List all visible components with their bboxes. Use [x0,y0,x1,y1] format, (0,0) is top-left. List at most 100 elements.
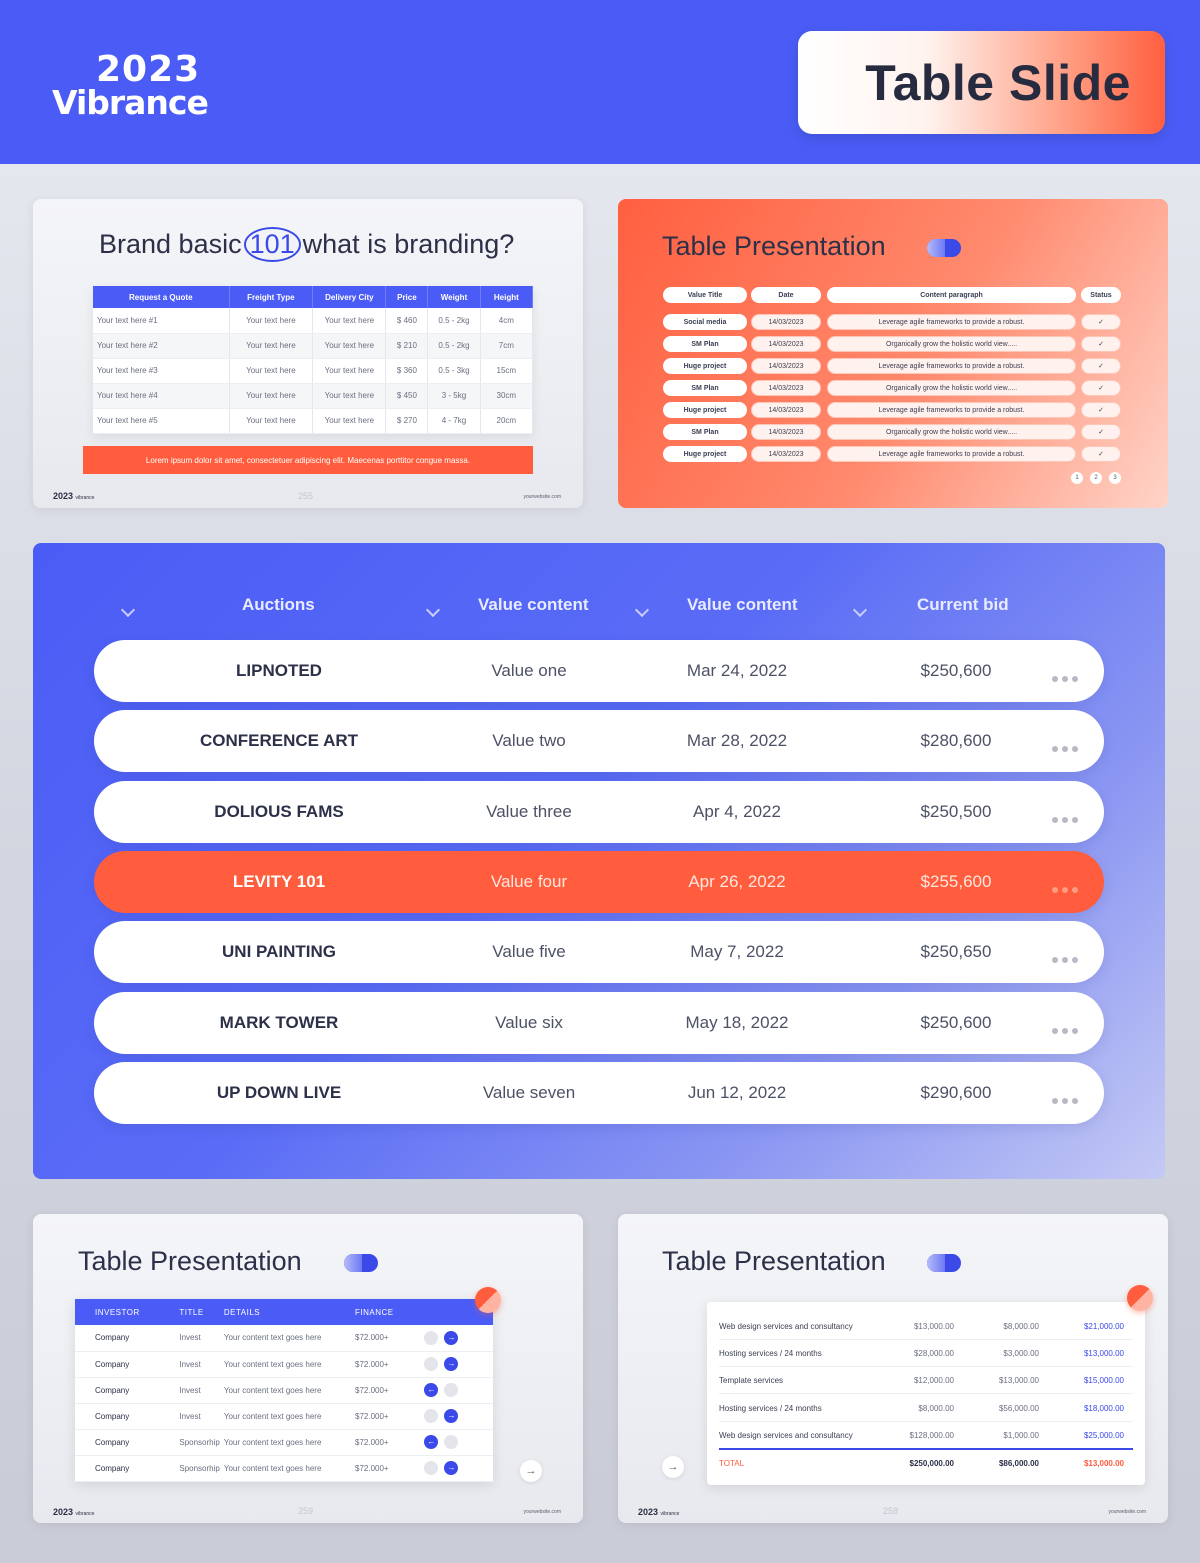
more-options-icon[interactable] [1052,880,1082,893]
auction-name: DOLIOUS FAMS [214,801,344,821]
table-cell: $ 210 [385,333,429,359]
column-header-value-content-2[interactable]: Value content [687,595,798,614]
page-button-3[interactable]: 3 [1109,472,1121,484]
more-options-icon[interactable] [1052,1021,1082,1034]
arrow-left-icon[interactable] [424,1461,439,1475]
auction-value: Value two [492,731,566,751]
website-url[interactable]: yourwebsite.com [523,1509,561,1515]
column-header-auctions[interactable]: Auctions [242,595,315,614]
footer-logo-name: vibrance [660,1511,680,1517]
table-row: Company Invest Your content text goes here… [75,1351,493,1378]
toggle-icon[interactable] [344,1254,378,1272]
status-check: ✓ [1081,446,1121,462]
chevron-down-icon[interactable] [634,602,650,618]
arrow-left-icon[interactable]: ← [424,1435,439,1449]
website-url[interactable]: yourwebsite.com [1108,1509,1146,1515]
service-name: Template services [719,1376,784,1386]
chevron-down-icon[interactable] [852,602,868,618]
row-actions: → [410,1403,493,1430]
arrow-right-icon[interactable] [444,1435,459,1449]
auction-bid: $290,600 [920,1082,992,1102]
auction-date: May 7, 2022 [690,942,784,962]
auction-name: LEVITY 101 [232,871,326,891]
footer-logo-year: 2023 [638,1507,659,1517]
arrow-right-icon[interactable]: → [444,1330,459,1345]
page-number: 255 [298,491,314,501]
table-cell: 14/03/2023 [751,380,821,396]
more-options-icon[interactable] [1052,810,1082,823]
more-options-icon[interactable] [1052,739,1082,753]
column-header-current-bid[interactable]: Current bid [917,595,1009,614]
auction-row[interactable]: LIPNOTED Value one Mar 24, 2022 $250,600 [94,640,1104,702]
website-url[interactable]: yourwebsite.com [523,494,561,500]
footer-banner: Lorem ipsum dolor sit amet, consectetuer… [83,446,533,474]
auction-date: May 18, 2022 [685,1012,789,1032]
chevron-down-icon[interactable] [120,602,136,618]
slide-thumbnail-brand-basic[interactable]: Brand basic 101 what is branding? Request … [33,199,583,508]
more-options-icon[interactable] [1052,1091,1082,1104]
arrow-right-icon[interactable]: → [444,1357,459,1371]
amount-cell: $13,000.00 [1083,1349,1124,1359]
table-cell: Organically grow the holistic world view… [827,380,1076,396]
table-cell: Your text here #5 [93,408,230,434]
chevron-down-icon[interactable] [425,602,441,618]
arrow-left-icon[interactable] [424,1409,439,1423]
table-cell: SM Plan [663,424,747,440]
table-cell: Your text here [229,408,314,434]
toggle-icon[interactable] [927,239,961,257]
footer-logo: 2023 vibrance [53,1507,94,1517]
title-suffix: what is branding? [302,229,515,259]
auction-bid: $250,500 [920,801,992,821]
table-cell: 14/03/2023 [751,446,821,462]
page-button-1[interactable]: 1 [1071,472,1083,484]
amount-cell: $15,000.00 [1083,1376,1124,1386]
toggle-icon[interactable] [927,1254,961,1272]
table-cell: 14/03/2023 [751,402,821,418]
arrow-right-icon[interactable] [444,1383,459,1397]
arrow-right-icon[interactable]: → [444,1461,459,1475]
table-cell: 0.5 - 2kg [427,308,481,334]
arrow-right-icon[interactable]: → [520,1460,542,1482]
slide-thumbnail-services-table[interactable]: Table Presentation Web design services a… [618,1214,1168,1523]
auction-row[interactable]: MARK TOWER Value six May 18, 2022 $250,600 [94,991,1104,1054]
table-cell: Social media [663,314,747,330]
decorative-dot [1127,1285,1153,1311]
auction-row[interactable]: UNI PAINTING Value five May 7, 2022 $250,65… [94,921,1104,984]
column-header: Value Title [663,287,747,303]
more-options-icon[interactable] [1052,669,1082,682]
auction-row[interactable]: CONFERENCE ART Value two Mar 28, 2022 $280,… [94,710,1104,773]
slide-thumbnail-table-presentation-orange[interactable]: Table Presentation Value Title Date Conten… [618,199,1168,508]
arrow-left-icon[interactable] [424,1330,439,1345]
table-cell: Your text here [312,333,387,359]
arrow-right-icon[interactable]: → [662,1456,684,1478]
auction-bid: $250,600 [920,661,992,680]
more-options-icon[interactable] [1052,950,1082,964]
slide-title: Table Presentation [78,1246,302,1276]
arrow-left-icon[interactable]: ← [424,1383,439,1397]
arrow-right-icon[interactable]: → [444,1409,459,1423]
slide-thumbnail-investor-table[interactable]: Table Presentation INVESTOR TITLE DETAILS F… [33,1214,583,1523]
auction-row[interactable]: UP DOWN LIVE Value seven Jun 12, 2022 $290,… [94,1061,1104,1124]
table-row: Company Sponsorhip Your content text goes … [75,1429,493,1456]
auction-date: Mar 28, 2022 [686,731,788,751]
page-button-2[interactable]: 2 [1090,472,1102,484]
table-cell: Organically grow the holistic world view… [827,424,1076,440]
table-row: Hosting services / 24 months $28,000.00 $3… [719,1340,1133,1368]
auction-value: Value seven [482,1082,576,1102]
row-actions: → [410,1455,493,1482]
auction-value: Value one [491,661,567,680]
table-row: Web design services and consultancy $13,0… [719,1313,1133,1340]
column-header-value-content[interactable]: Value content [478,595,589,614]
brand-logo[interactable]: 2023 Vibrance [52,52,209,120]
table-cell: $ 460 [385,308,429,334]
auction-row[interactable]: DOLIOUS FAMS Value three Apr 4, 2022 $250,5… [94,780,1104,843]
auction-name: LIPNOTED [236,661,322,680]
auction-bid: $255,600 [920,871,992,891]
auction-bid: $280,600 [920,731,992,751]
column-header: Status [1081,287,1121,303]
arrow-left-icon[interactable] [424,1357,439,1371]
table-row: Company Invest Your content text goes here… [75,1403,493,1430]
table-cell: Your content text goes here [219,1429,352,1456]
table-cell: Your text here [312,408,387,434]
auction-row[interactable]: LEVITY 101 Value four Apr 26, 2022 $255,600 [94,850,1104,913]
